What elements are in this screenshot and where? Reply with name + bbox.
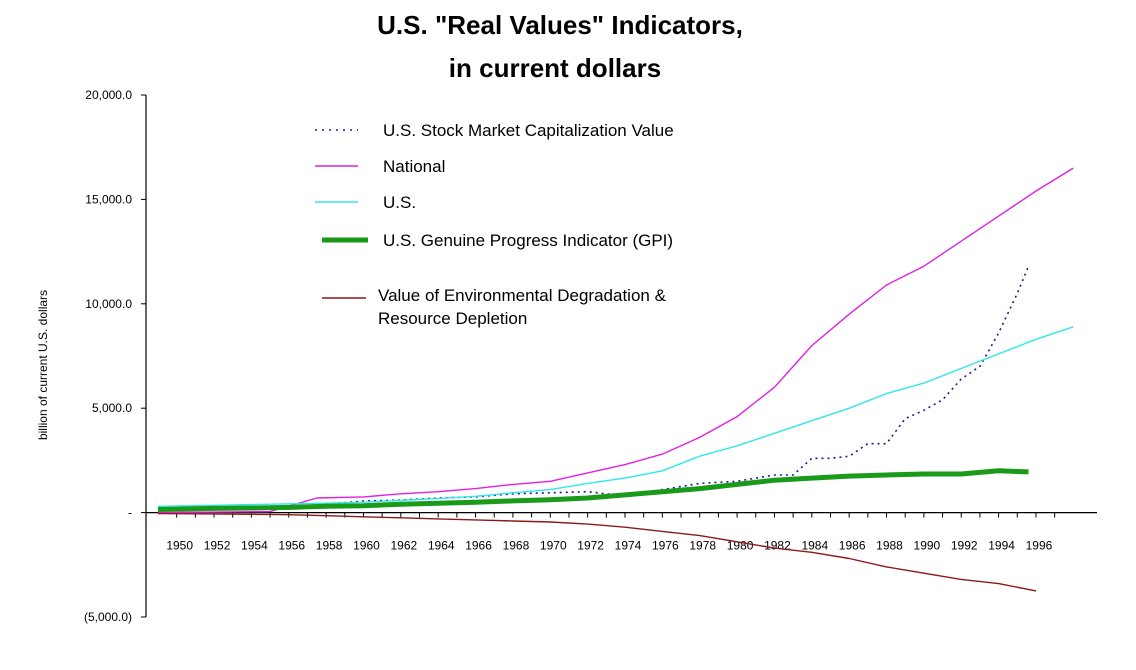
chart-title: U.S. "Real Values" Indicators, (377, 10, 743, 40)
y-tick-label: - (128, 506, 132, 520)
x-tick-label: 1984 (801, 539, 828, 553)
y-tick-label: (5,000.0) (84, 610, 132, 624)
x-tick-label: 1962 (390, 539, 417, 553)
x-tick-label: 1990 (914, 539, 941, 553)
x-tick-label: 1956 (278, 539, 305, 553)
y-tick-label: 20,000.0 (85, 88, 132, 102)
chart-subtitle: in current dollars (449, 53, 661, 83)
x-tick-label: 1978 (689, 539, 716, 553)
series-line-3 (157, 468, 1029, 512)
series-line-4 (157, 512, 1037, 592)
y-tick-label: 5,000.0 (92, 401, 132, 415)
legend-label: U.S. Stock Market Capitalization Value (383, 121, 674, 140)
x-tick-label: 1976 (652, 539, 679, 553)
x-tick-label: 1952 (204, 539, 231, 553)
plot-area (157, 167, 1074, 592)
legend-label: National (383, 157, 445, 176)
x-tick-label: 1980 (727, 539, 754, 553)
x-tick-label: 1972 (577, 539, 604, 553)
x-tick-label: 1982 (764, 539, 791, 553)
legend-label: U.S. (383, 193, 416, 212)
legend: U.S. Stock Market Capitalization Value Na… (315, 121, 674, 328)
x-tick-label: 1974 (615, 539, 642, 553)
x-tick-label: 1992 (951, 539, 978, 553)
legend-label: Resource Depletion (378, 309, 527, 328)
x-tick-label: 1954 (241, 539, 268, 553)
x-tick-label: 1958 (316, 539, 343, 553)
x-tick-label: 1950 (166, 539, 193, 553)
x-tick-label: 1966 (465, 539, 492, 553)
x-tick-label: 1996 (1026, 539, 1053, 553)
x-tick-label: 1964 (428, 539, 455, 553)
x-tick-label: 1968 (503, 539, 530, 553)
series-line-2 (157, 326, 1074, 507)
series-line-0 (326, 265, 1030, 505)
x-tick-label: 1960 (353, 539, 380, 553)
series-line-1 (157, 167, 1074, 514)
legend-label: U.S. Genuine Progress Indicator (GPI) (383, 231, 673, 250)
x-tick-label: 1970 (540, 539, 567, 553)
axes: 20,000.0 15,000.0 10,000.0 5,000.0 - (5,000.0… (84, 88, 1097, 624)
y-tick-label: 10,000.0 (85, 297, 132, 311)
x-tick-label: 1986 (839, 539, 866, 553)
y-axis-label: billion of current U.S. dollars (36, 290, 50, 440)
x-tick-label: 1994 (988, 539, 1015, 553)
legend-label: Value of Environmental Degradation & (378, 286, 667, 305)
x-tick-label: 1988 (876, 539, 903, 553)
y-tick-label: 15,000.0 (85, 192, 132, 206)
